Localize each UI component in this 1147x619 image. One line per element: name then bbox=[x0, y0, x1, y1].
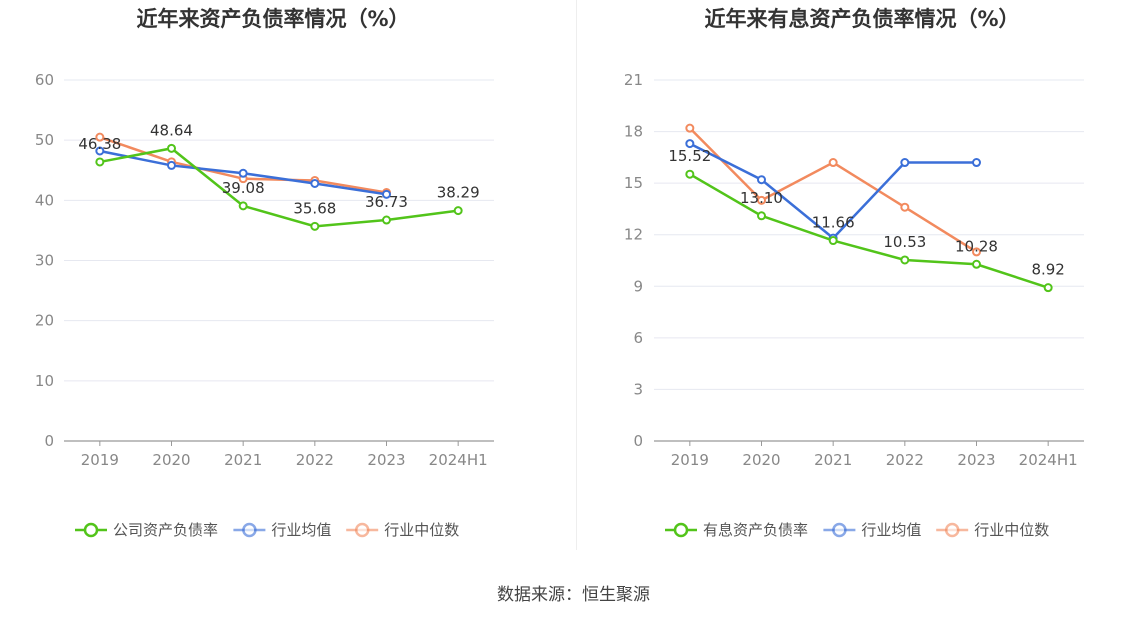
data-point bbox=[685, 169, 695, 179]
data-label: 13.10 bbox=[740, 189, 783, 207]
data-point bbox=[382, 189, 391, 199]
data-point bbox=[972, 259, 981, 269]
data-label: 35.68 bbox=[293, 199, 336, 217]
y-tick-label: 40 bbox=[35, 191, 54, 209]
legend-marker bbox=[832, 522, 847, 538]
data-point bbox=[95, 157, 105, 167]
data-point bbox=[310, 221, 320, 231]
y-tick-label: 30 bbox=[35, 252, 54, 270]
data-label: 39.08 bbox=[222, 179, 265, 197]
data-point bbox=[828, 236, 838, 246]
data-point bbox=[382, 215, 391, 225]
x-tick-label: 2021 bbox=[814, 451, 852, 469]
y-tick-label: 15 bbox=[624, 174, 643, 192]
x-tick-label: 2019 bbox=[671, 451, 709, 469]
data-label: 10.53 bbox=[883, 233, 926, 251]
data-point bbox=[685, 139, 695, 149]
x-tick-label: 2022 bbox=[296, 451, 334, 469]
series-line-0 bbox=[689, 173, 1049, 289]
data-point bbox=[238, 201, 248, 211]
chart-debt-ratio: 近年来资产负债率情况（%） 0 10 20 30 40 50 60 2019 2020 2021 20… bbox=[35, 7, 494, 539]
y-tick-label: 0 bbox=[44, 432, 54, 450]
x-tick-label: 2020 bbox=[742, 451, 780, 469]
data-label: 36.73 bbox=[365, 193, 408, 211]
data-label: 10.28 bbox=[955, 237, 998, 255]
legend-marker bbox=[242, 522, 257, 538]
source-note: 数据来源：恒生聚源 bbox=[497, 585, 650, 605]
legend-label: 公司资产负债率 bbox=[113, 521, 218, 539]
y-tick-label: 12 bbox=[624, 226, 643, 244]
data-point bbox=[238, 168, 248, 178]
data-point bbox=[167, 143, 176, 153]
data-point bbox=[95, 146, 105, 156]
x-tick-label: 2021 bbox=[224, 451, 262, 469]
legend-item: 有息资产负债率 bbox=[665, 521, 808, 539]
y-tick-label: 6 bbox=[633, 329, 643, 347]
legend-label: 行业中位数 bbox=[384, 521, 459, 539]
data-label: 48.64 bbox=[150, 121, 193, 139]
legend-marker bbox=[944, 522, 960, 538]
y-tick-label: 10 bbox=[35, 372, 54, 390]
legend-label: 行业均值 bbox=[861, 521, 921, 539]
data-point bbox=[972, 158, 981, 168]
x-tick-label: 2019 bbox=[81, 451, 119, 469]
legend-marker bbox=[83, 522, 99, 538]
legend-item: 行业中位数 bbox=[936, 521, 1049, 539]
y-tick-label: 20 bbox=[35, 312, 54, 330]
data-point bbox=[900, 255, 910, 265]
chart-interest-debt-ratio: 近年来有息资产负债率情况（%） 0 3 6 9 12 15 18 21 2019 2020 2021 2… bbox=[624, 7, 1084, 539]
x-tick-label: 2020 bbox=[152, 451, 190, 469]
x-tick-label: 2023 bbox=[367, 451, 405, 469]
data-point bbox=[757, 175, 766, 185]
legend-item: 行业中位数 bbox=[346, 521, 459, 539]
legend-label: 有息资产负债率 bbox=[703, 521, 808, 539]
x-tick-label: 2023 bbox=[957, 451, 995, 469]
y-tick-label: 18 bbox=[624, 123, 643, 141]
x-tick-label: 2022 bbox=[886, 451, 924, 469]
legend-item: 公司资产负债率 bbox=[75, 521, 218, 539]
data-point bbox=[972, 247, 981, 257]
data-point bbox=[900, 158, 910, 168]
data-label: 46.38 bbox=[78, 135, 121, 153]
data-point bbox=[757, 195, 766, 205]
legend-marker bbox=[673, 522, 689, 538]
data-point bbox=[95, 132, 105, 142]
data-label: 8.92 bbox=[1031, 261, 1064, 279]
y-tick-label: 3 bbox=[633, 380, 643, 398]
y-tick-label: 9 bbox=[633, 277, 643, 295]
legend-label: 行业中位数 bbox=[974, 521, 1049, 539]
series-line-0 bbox=[99, 147, 459, 228]
data-point bbox=[757, 211, 766, 221]
data-point bbox=[167, 160, 176, 170]
y-tick-label: 21 bbox=[624, 71, 643, 89]
data-label: 38.29 bbox=[437, 184, 480, 202]
data-point bbox=[453, 206, 463, 216]
data-point bbox=[828, 158, 838, 168]
x-tick-label: 2024H1 bbox=[429, 451, 488, 469]
data-point bbox=[900, 202, 910, 212]
data-label: 15.52 bbox=[668, 147, 711, 165]
chart-divider bbox=[576, 0, 577, 550]
y-tick-label: 0 bbox=[633, 432, 643, 450]
chart-title: 近年来有息资产负债率情况（%） bbox=[704, 7, 1019, 31]
data-point bbox=[685, 123, 695, 133]
chart-title: 近年来资产负债率情况（%） bbox=[136, 7, 409, 31]
x-tick-label: 2024H1 bbox=[1019, 451, 1078, 469]
legend-label: 行业均值 bbox=[271, 521, 331, 539]
y-tick-label: 60 bbox=[35, 71, 54, 89]
legend-item: 行业均值 bbox=[823, 521, 921, 539]
y-tick-label: 50 bbox=[35, 131, 54, 149]
data-point bbox=[310, 178, 320, 188]
legend-item: 行业均值 bbox=[233, 521, 331, 539]
data-point bbox=[1043, 283, 1053, 293]
legend-marker bbox=[354, 522, 370, 538]
series-line-2 bbox=[688, 127, 978, 253]
data-label: 11.66 bbox=[812, 214, 855, 232]
